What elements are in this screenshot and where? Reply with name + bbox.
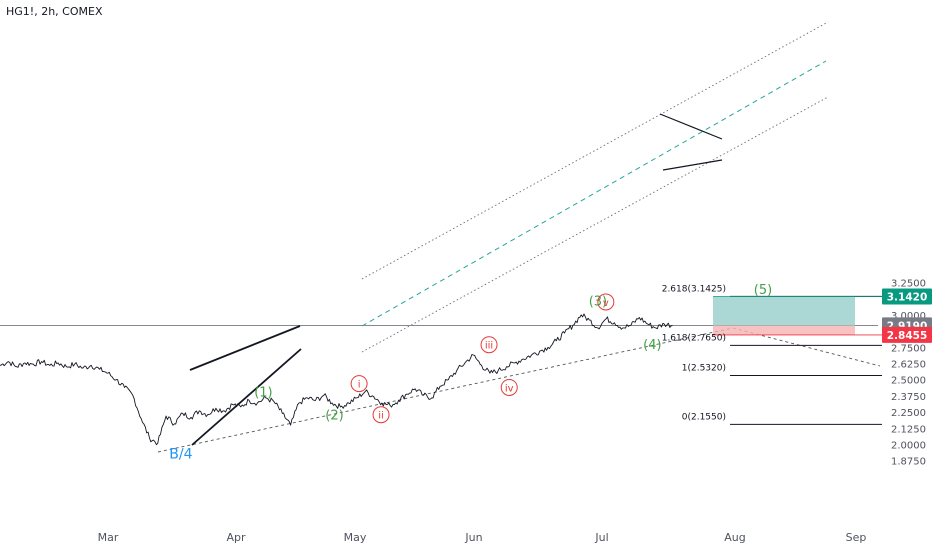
target-price-badge: 3.1420 xyxy=(887,291,928,303)
support-dashed-line xyxy=(157,327,734,453)
price-axis-tick: 2.1250 xyxy=(891,424,926,435)
wave-label-iv: iv xyxy=(505,383,514,394)
price-axis-tick: 2.7500 xyxy=(891,343,926,354)
target-zone xyxy=(713,296,855,326)
time-axis-tick: Mar xyxy=(98,531,119,544)
triangle-lower-line xyxy=(662,159,723,171)
fib-level-label: 1(2.5320) xyxy=(682,364,726,374)
price-axis-tick: 2.3750 xyxy=(891,392,926,403)
wave-label-(2): (2) xyxy=(325,409,343,424)
price-axis-tick: 3.2500 xyxy=(891,279,926,290)
wave-label-circle xyxy=(597,293,615,311)
time-axis-tick: Apr xyxy=(226,531,246,544)
price-axis-tick: 1.8750 xyxy=(891,457,926,468)
price-axis-tick: 3.0000 xyxy=(891,311,926,322)
stop-price-badge-bg xyxy=(882,326,932,343)
time-axis-tick: Aug xyxy=(724,531,745,544)
price-axis-tick: 2.6250 xyxy=(891,360,926,371)
wave-label-i: i xyxy=(358,380,361,391)
price-axis-tick: 2.0000 xyxy=(891,441,926,452)
wave-label-v: v xyxy=(603,298,609,309)
fib-level-label: 2.618(3.1425) xyxy=(662,284,726,294)
wave-label-(4): (4) xyxy=(643,338,661,353)
stop-zone xyxy=(713,325,855,335)
wave-label-iii: iii xyxy=(485,341,493,352)
triangle-upper-line xyxy=(659,113,723,140)
wave-label-circle xyxy=(372,406,390,424)
target-price-badge-bg xyxy=(882,288,932,305)
wave-label-circle xyxy=(500,378,518,396)
price-series-line xyxy=(0,313,673,446)
wave-label-(5): (5) xyxy=(754,283,772,298)
channel-lower-line xyxy=(361,96,829,353)
wave-label-B/4: B/4 xyxy=(169,447,192,463)
fib-level-label: 0(2.1550) xyxy=(682,412,726,422)
stop-price-badge: 2.8455 xyxy=(887,330,928,342)
price-axis-tick: 2.5000 xyxy=(891,376,926,387)
symbol-title: HG1!, 2h, COMEX xyxy=(6,5,103,18)
time-axis-tick: Jul xyxy=(594,531,608,544)
wedge-upper-line xyxy=(189,325,301,371)
price-axis-tick: 2.2500 xyxy=(891,408,926,419)
time-axis-tick: Sep xyxy=(846,531,867,544)
time-axis-tick: Jun xyxy=(464,531,482,544)
time-axis-tick: May xyxy=(344,531,367,544)
wave-label-(1): (1) xyxy=(254,385,272,400)
channel-middle-line xyxy=(361,60,827,327)
wave-label-circle xyxy=(350,375,368,393)
fib-level-label: 1.618(2.7650) xyxy=(662,333,726,343)
wave-label-ii: ii xyxy=(378,411,384,422)
wave-label-circle xyxy=(480,336,498,354)
channel-upper-line xyxy=(361,21,829,280)
wedge-lower-line xyxy=(191,348,302,446)
